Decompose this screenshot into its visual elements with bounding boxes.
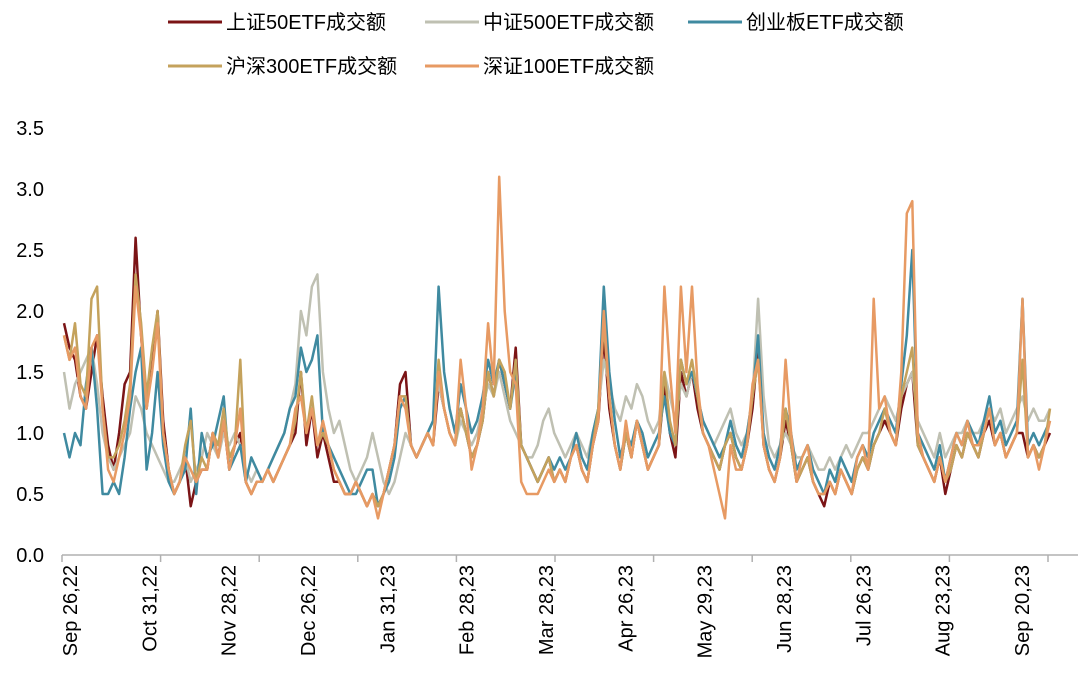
x-tick-label: Oct 31,22 xyxy=(139,565,161,652)
x-tick-label: Dec 26,22 xyxy=(298,565,320,656)
x-tick-label: Mar 28,23 xyxy=(536,565,558,655)
y-tick-label: 2.5 xyxy=(16,240,44,262)
legend-label: 创业板ETF成交额 xyxy=(746,11,904,34)
series-line-5 xyxy=(62,175,1052,520)
y-tick-label: 1.5 xyxy=(16,362,44,384)
x-tick-label: Aug 23,23 xyxy=(933,565,955,656)
y-axis: 0.0 0.5 1.0 1.5 2.0 2.5 3.0 3.5 xyxy=(16,118,44,567)
x-tick-label: May 29,23 xyxy=(695,565,717,658)
y-tick-label: 0.0 xyxy=(16,545,44,567)
y-tick-label: 2.0 xyxy=(16,301,44,323)
x-tick-label: Sep 26,22 xyxy=(60,565,82,656)
x-tick-label: Jul 26,23 xyxy=(853,565,875,646)
x-axis: Sep 26,22 Oct 31,22 Nov 28,22 Dec 26,22 Jan … xyxy=(60,554,1078,658)
chart-legend: 上证50ETF成交额 中证500ETF成交额 创业板ETF成交额沪深300ETF成交… xyxy=(168,11,904,78)
y-tick-label: 3.0 xyxy=(16,179,44,201)
y-tick-label: 1.0 xyxy=(16,423,44,445)
x-tick-label: Jun 28,23 xyxy=(774,565,796,653)
y-tick-label: 0.5 xyxy=(16,484,44,506)
x-tick-label: Apr 26,23 xyxy=(615,565,637,652)
x-tick-label: Nov 28,22 xyxy=(219,565,241,656)
x-tick-label: Sep 20,23 xyxy=(1012,565,1034,656)
series-lines xyxy=(62,175,1052,520)
x-tick-label: Jan 31,23 xyxy=(377,565,399,653)
series-line-4 xyxy=(62,273,1052,508)
legend-label: 深证100ETF成交额 xyxy=(483,55,654,78)
x-tick-label: Feb 28,23 xyxy=(457,565,479,655)
legend-label: 中证500ETF成交额 xyxy=(483,11,654,34)
series-line-3 xyxy=(62,248,1052,508)
legend-label: 上证50ETF成交额 xyxy=(226,11,386,34)
y-tick-label: 3.5 xyxy=(16,118,44,140)
legend-label: 沪深300ETF成交额 xyxy=(226,55,397,78)
